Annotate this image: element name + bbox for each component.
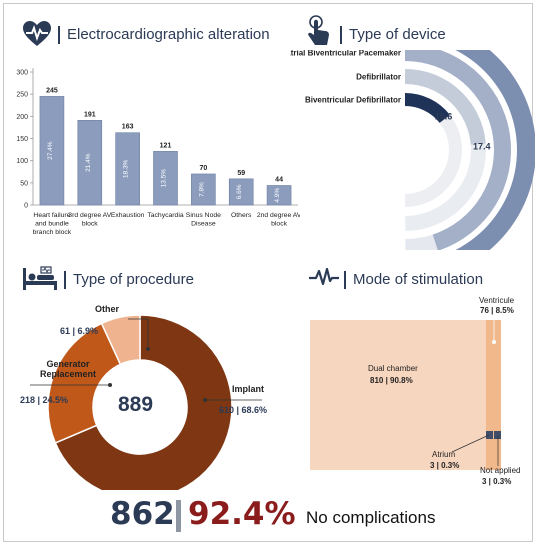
bar-value-label: 70 xyxy=(199,165,207,172)
title-bar xyxy=(64,271,66,289)
bar xyxy=(153,151,178,206)
bar-percent-label: 18.3% xyxy=(123,159,130,178)
bar-percent-label: 7.8% xyxy=(198,182,205,197)
procedure-panel-title: Type of procedure xyxy=(73,271,194,288)
leader-dot xyxy=(492,340,496,344)
y-tick-label: 100 xyxy=(16,158,28,165)
radial-bar xyxy=(405,50,511,250)
touch-hand-icon xyxy=(308,15,329,45)
bar-value-label: 121 xyxy=(160,142,172,149)
bar-value-label: 191 xyxy=(84,111,96,118)
stimulation-treemap xyxy=(310,312,501,470)
stimulation-panel-title: Mode of stimulation xyxy=(353,271,484,288)
bar-value-label: 245 xyxy=(46,87,58,94)
x-tick-label: 2nd degree AV xyxy=(257,212,300,219)
dual-label: Dual chamber xyxy=(368,364,418,373)
device-category-label: Biventricular Defibrillator xyxy=(305,96,401,105)
y-tick-label: 300 xyxy=(16,70,28,77)
x-tick-label: Heart failure xyxy=(33,212,70,219)
y-tick-label: 200 xyxy=(16,114,28,121)
ecg-panel-title: Electrocardiographic alteration xyxy=(67,26,270,43)
complications-count: 862 xyxy=(110,496,175,532)
x-tick-label: Sinus Node xyxy=(186,212,221,219)
leader-dot xyxy=(203,398,207,402)
x-tick-label: Tachycardia xyxy=(147,212,183,219)
x-tick-label: 3rd degree AV xyxy=(68,212,111,219)
atrium-leader-line xyxy=(451,434,490,453)
x-tick-label: block xyxy=(271,221,287,228)
treemap-cell xyxy=(310,320,486,470)
ecg-bar-chart: 0 50 100 150 200 250 300 245 27.4% Heart failure a… xyxy=(16,68,300,236)
bar xyxy=(39,96,65,206)
x-tick-label: Exhaustion xyxy=(111,212,145,219)
y-tick-label: 150 xyxy=(16,136,28,143)
device-panel-title: Type of device xyxy=(349,26,446,43)
device-category-label: Defibrillator xyxy=(356,73,401,82)
notapplied-value: 3 | 0.3% xyxy=(482,477,512,486)
y-tick-label: 0 xyxy=(24,203,28,210)
y-tick-label: 50 xyxy=(20,180,28,187)
pulse-wave-icon xyxy=(309,268,339,286)
donut-slice xyxy=(47,322,122,444)
radial-bar xyxy=(405,69,486,145)
hospital-bed-icon xyxy=(23,266,57,290)
treemap-cell xyxy=(486,431,493,439)
bar-percent-label: 4.9% xyxy=(274,188,281,203)
bar-value-label: 59 xyxy=(237,170,245,177)
notapplied-label: Not applied xyxy=(480,466,521,475)
complications-label: No complications xyxy=(306,508,436,527)
device-radial-chart: Conventional Pacemaker39.1Atrial Biventr… xyxy=(290,50,535,250)
complications-percent: 92.4% xyxy=(188,496,296,532)
ventricule-label: Ventricule xyxy=(479,296,515,305)
bar-percent-label: 13.5% xyxy=(161,169,168,188)
donut-slice xyxy=(100,314,141,366)
x-tick-label: Disease xyxy=(191,221,216,228)
leader-dot xyxy=(108,383,112,387)
bar-value-label: 44 xyxy=(275,176,283,183)
heart-ecg-icon xyxy=(23,21,51,46)
device-value-label: 17.4 xyxy=(473,141,491,151)
generator-value: 218 | 24.5% xyxy=(20,395,69,405)
title-bar xyxy=(58,26,60,44)
bar xyxy=(191,173,216,206)
other-value: 61 | 6.9% xyxy=(60,326,99,336)
dual-value: 810 | 90.8% xyxy=(370,376,413,385)
bar xyxy=(228,178,254,206)
title-bar xyxy=(344,271,346,289)
bar xyxy=(266,185,292,206)
y-tick-label: 250 xyxy=(16,92,28,99)
bar-percent-label: 6.6% xyxy=(236,184,243,199)
bar xyxy=(115,132,140,206)
other-label: Other xyxy=(95,304,120,314)
leader-dot xyxy=(146,347,150,351)
radial-track xyxy=(405,93,463,207)
bar-percent-label: 27.4% xyxy=(47,141,54,160)
atrium-label: Atrium xyxy=(432,450,456,459)
figure-frame xyxy=(3,3,533,542)
generator-label: Generator Replacement xyxy=(40,359,97,379)
radial-bar xyxy=(405,93,450,123)
donut-slice xyxy=(54,314,233,490)
title-bar xyxy=(340,26,342,44)
bar-value-label: 163 xyxy=(122,124,134,131)
procedure-donut-chart xyxy=(30,314,262,490)
treemap-cell xyxy=(494,431,501,439)
implant-label: Implant xyxy=(232,384,265,394)
implant-value: 610 | 68.6% xyxy=(219,405,268,415)
atrium-value: 3 | 0.3% xyxy=(430,461,460,470)
bar xyxy=(77,120,103,206)
x-tick-label: Others xyxy=(231,212,252,219)
x-tick-label: block xyxy=(82,221,98,228)
device-value-label: 10.6 xyxy=(435,112,453,122)
bar-percent-label: 21.4% xyxy=(85,153,92,172)
x-tick-label: branch block xyxy=(33,229,72,236)
procedure-total: 889 xyxy=(118,393,154,416)
footer-divider xyxy=(176,500,181,532)
x-tick-label: and bundle xyxy=(35,221,69,228)
other-leader-line xyxy=(128,318,149,349)
ventricule-value: 76 | 8.5% xyxy=(480,306,514,315)
device-category-label: Atrial Biventricular Pacemaker xyxy=(290,50,401,58)
radial-bar xyxy=(455,50,535,250)
